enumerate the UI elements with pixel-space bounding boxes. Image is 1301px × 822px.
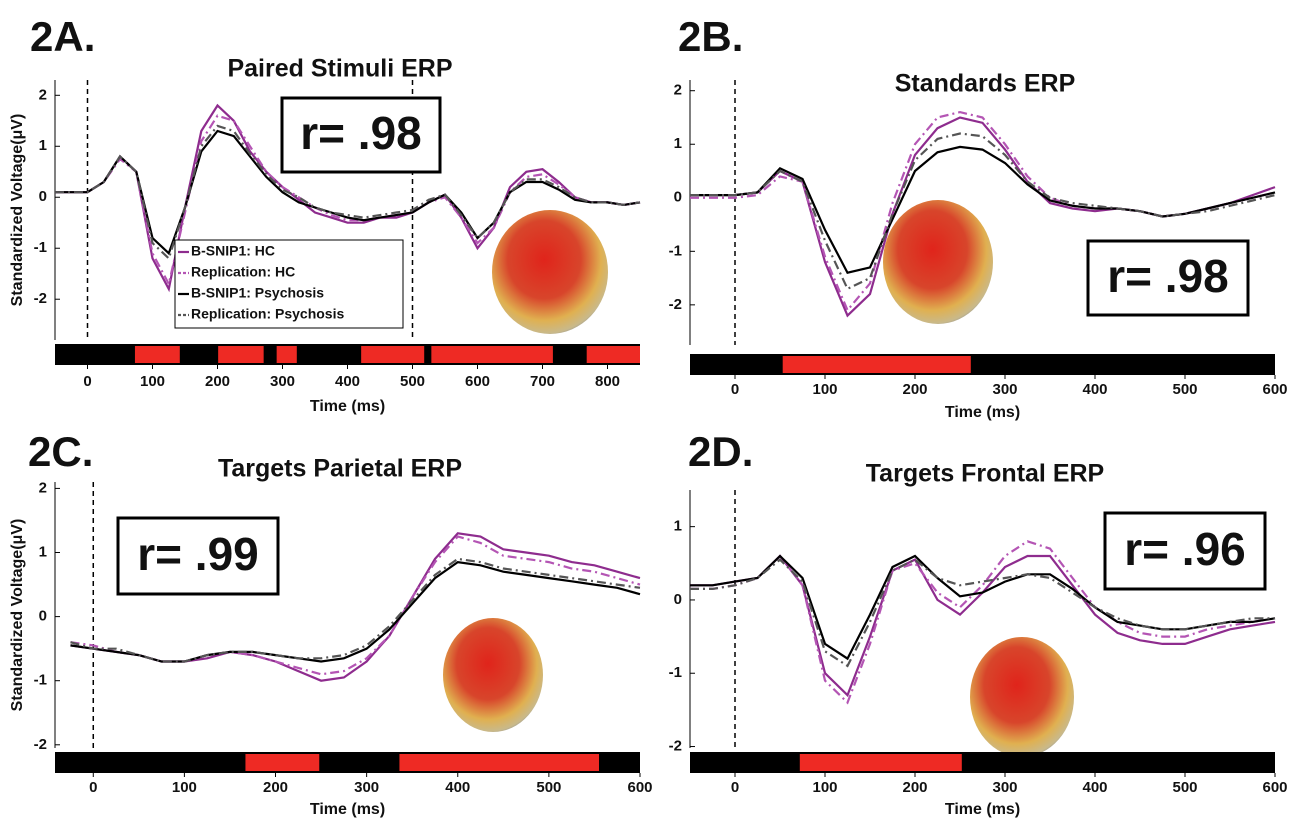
x-tick-label: 0 <box>731 779 739 796</box>
legend-label: Replication: Psychosis <box>191 306 344 322</box>
annotation-box <box>1103 511 1267 591</box>
x-tick-label: 500 <box>1172 381 1197 398</box>
y-tick-label: 1 <box>39 137 47 154</box>
series-line <box>70 557 641 663</box>
y-tick-label: -2 <box>669 296 682 313</box>
x-tick-label: 0 <box>731 381 739 398</box>
x-tick-label: 100 <box>812 779 837 796</box>
panel-label: 2C. <box>28 428 93 475</box>
x-tick-label: 600 <box>627 779 652 796</box>
x-tick-label: 600 <box>465 373 490 390</box>
annotation: r= .98 <box>1107 250 1229 302</box>
x-tick-label: 500 <box>400 373 425 390</box>
x-tick-label: 400 <box>1082 381 1107 398</box>
significant-interval <box>586 346 640 363</box>
x-tick-label: 400 <box>335 373 360 390</box>
legend-label: B-SNIP1: HC <box>191 243 275 259</box>
x-axis-label: Time (ms) <box>945 404 1020 421</box>
x-tick-label: 0 <box>89 779 97 796</box>
y-tick-label: -1 <box>34 239 47 256</box>
y-tick-label: 2 <box>39 86 47 103</box>
series-line <box>690 554 1276 661</box>
y-tick-label: -2 <box>669 738 682 755</box>
x-tick-label: 700 <box>530 373 555 390</box>
x-tick-label: 200 <box>902 381 927 398</box>
y-tick-label: 0 <box>39 188 47 205</box>
x-tick-label: 100 <box>812 381 837 398</box>
x-tick-label: 100 <box>140 373 165 390</box>
significance-bar <box>690 354 1275 375</box>
x-tick-label: 200 <box>205 373 230 390</box>
x-tick-label: 200 <box>902 779 927 796</box>
x-tick-label: 300 <box>992 779 1017 796</box>
chart-title: Targets Frontal ERP <box>866 460 1104 488</box>
x-tick-label: 200 <box>263 779 288 796</box>
significant-interval <box>245 754 320 771</box>
series-line <box>55 103 641 293</box>
y-tick-label: 0 <box>674 189 682 206</box>
annotation: r= .99 <box>137 528 259 580</box>
y-tick-label: 1 <box>674 135 682 152</box>
x-axis-label: Time (ms) <box>310 801 385 818</box>
x-tick-label: 600 <box>1262 381 1287 398</box>
annotation-box <box>116 516 280 596</box>
series-line <box>690 558 1275 668</box>
x-axis-label: Time (ms) <box>945 801 1020 818</box>
y-tick-label: 1 <box>39 543 47 560</box>
annotation-box <box>280 96 442 174</box>
significant-interval <box>218 346 264 363</box>
series-line <box>55 129 641 256</box>
x-tick-label: 300 <box>270 373 295 390</box>
significance-bar <box>690 752 1275 773</box>
y-tick-label: 0 <box>39 608 47 625</box>
chart-title: Standards ERP <box>895 70 1076 98</box>
annotation: r= .96 <box>1124 523 1246 575</box>
y-axis-label: Standardized Voltage(μV) <box>9 114 26 307</box>
y-tick-label: 0 <box>674 591 682 608</box>
panel-label: 2B. <box>678 13 743 60</box>
chart-title: Paired Stimuli ERP <box>227 55 452 83</box>
series-line <box>690 132 1276 291</box>
y-tick-label: 1 <box>674 518 682 535</box>
significant-interval <box>399 754 599 771</box>
panel-label: 2D. <box>688 428 753 475</box>
panel-label: 2A. <box>30 13 95 60</box>
x-tick-label: 800 <box>595 373 620 390</box>
significant-interval <box>134 346 180 363</box>
chart-title: Targets Parietal ERP <box>218 455 462 483</box>
y-tick-label: -2 <box>34 290 47 307</box>
y-tick-label: -2 <box>34 736 47 753</box>
x-tick-label: 400 <box>445 779 470 796</box>
significant-interval <box>276 346 297 363</box>
legend-label: B-SNIP1: Psychosis <box>191 285 324 301</box>
series-line <box>55 124 641 261</box>
y-tick-label: -1 <box>669 242 682 259</box>
x-tick-label: 500 <box>1172 779 1197 796</box>
significant-interval <box>799 754 962 771</box>
y-tick-label: 2 <box>39 479 47 496</box>
x-tick-label: 600 <box>1262 779 1287 796</box>
significant-interval <box>361 346 425 363</box>
x-axis-label: Time (ms) <box>310 398 385 415</box>
legend-box <box>174 239 404 329</box>
annotation-box <box>1086 239 1250 317</box>
y-tick-label: 2 <box>674 82 682 99</box>
x-tick-label: 300 <box>354 779 379 796</box>
x-tick-label: 300 <box>992 381 1017 398</box>
topomap <box>443 200 1074 757</box>
y-axis-label: Standardized Voltage(μV) <box>9 519 26 712</box>
x-tick-label: 0 <box>83 373 91 390</box>
x-tick-label: 100 <box>172 779 197 796</box>
significant-interval <box>782 356 971 373</box>
x-tick-label: 400 <box>1082 779 1107 796</box>
y-tick-label: -1 <box>669 664 682 681</box>
x-tick-label: 500 <box>536 779 561 796</box>
significant-interval <box>431 346 553 363</box>
y-tick-label: -1 <box>34 672 47 689</box>
annotation: r= .98 <box>300 107 422 159</box>
legend-label: Replication: HC <box>191 264 295 280</box>
